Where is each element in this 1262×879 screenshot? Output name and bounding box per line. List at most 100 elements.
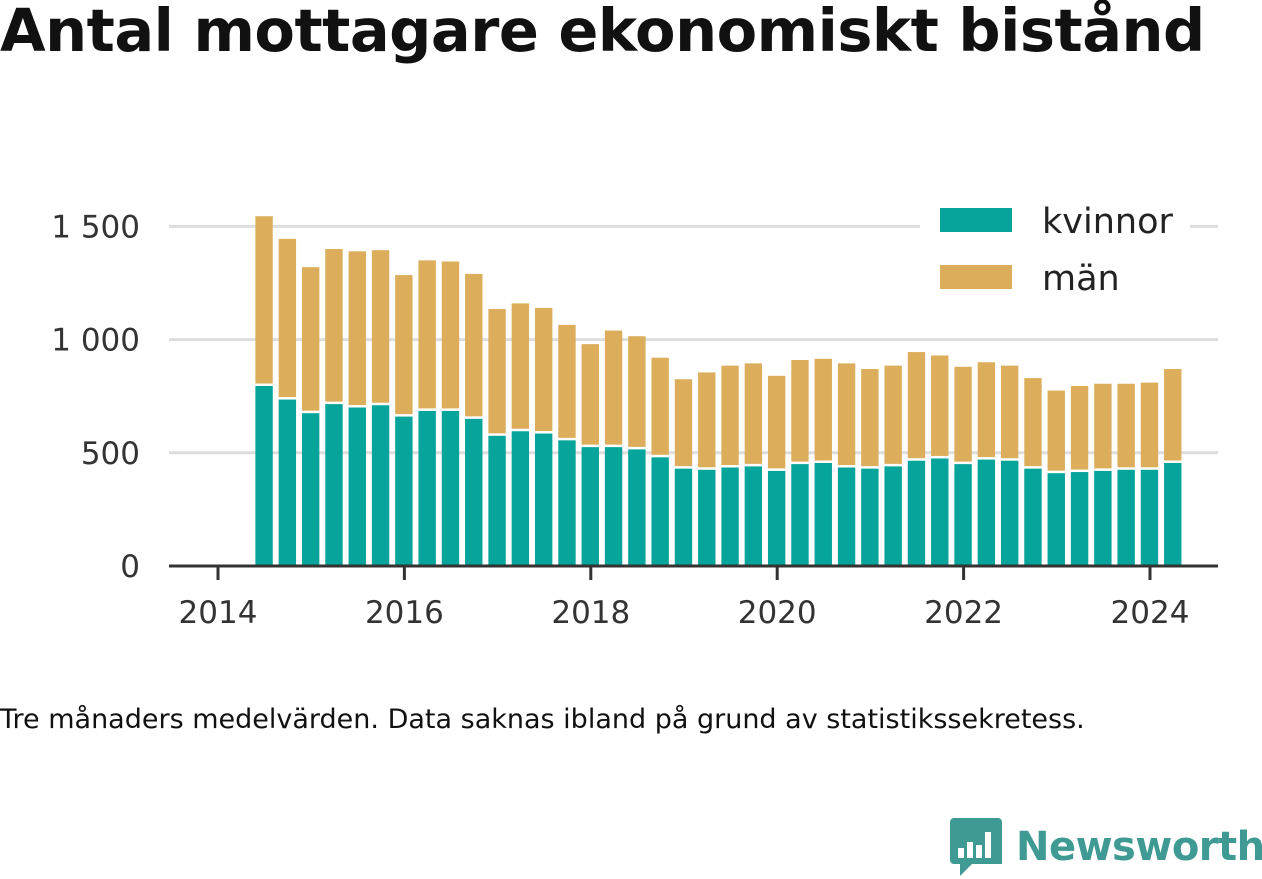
- y-tick-label: 500: [81, 436, 140, 472]
- bar-man: [837, 363, 856, 466]
- bar-kvinnor: [488, 435, 506, 566]
- bar-man: [1164, 369, 1182, 461]
- x-tick-label: 2016: [365, 595, 444, 631]
- bar-kvinnor: [1047, 473, 1065, 566]
- bar-man: [744, 363, 763, 464]
- bar-kvinnor: [301, 413, 320, 566]
- bar-kvinnor: [255, 386, 273, 566]
- bar-kvinnor: [558, 440, 576, 566]
- bar-man: [1070, 386, 1089, 470]
- bar-kvinnor: [767, 470, 786, 566]
- brand-name: Newsworthy: [1016, 824, 1262, 870]
- bar-man: [1047, 390, 1065, 471]
- legend-label-kvinnor: kvinnor: [1042, 202, 1173, 242]
- legend-swatch-kvinnor: [940, 208, 1012, 232]
- bar-man: [628, 336, 646, 447]
- y-axis-ticks: 0 500 1 000 1 500: [51, 209, 140, 585]
- bar-man: [1094, 383, 1112, 469]
- bar-man: [814, 358, 832, 461]
- legend-label-man: män: [1042, 259, 1120, 299]
- bar-kvinnor: [1164, 462, 1182, 566]
- bar-man: [465, 273, 483, 417]
- bar-man: [977, 362, 996, 458]
- bar-man: [954, 366, 972, 462]
- bars: [255, 216, 1182, 566]
- bar-man: [604, 330, 623, 445]
- bar-man: [371, 250, 390, 403]
- bar-kvinnor: [628, 449, 646, 566]
- newsworthy-logo: Newsworthy: [950, 818, 1262, 876]
- bar-kvinnor: [465, 418, 483, 566]
- bar-kvinnor: [954, 464, 972, 566]
- bar-man: [441, 261, 460, 409]
- bar-man: [1000, 365, 1019, 459]
- x-tick-label: 2014: [179, 595, 258, 631]
- bar-kvinnor: [814, 462, 832, 566]
- y-tick-label: 1 500: [51, 209, 140, 245]
- bar-kvinnor: [744, 466, 763, 566]
- bar-man: [488, 309, 506, 434]
- bar-kvinnor: [348, 407, 366, 566]
- bar-kvinnor: [395, 416, 413, 566]
- bar-man: [674, 379, 693, 467]
- bar-kvinnor: [418, 410, 436, 566]
- bar-kvinnor: [791, 464, 809, 566]
- bar-kvinnor: [1094, 470, 1112, 566]
- bar-man: [767, 375, 786, 469]
- x-tick-label: 2020: [738, 595, 817, 631]
- bar-man: [1117, 383, 1135, 468]
- bar-kvinnor: [581, 447, 599, 566]
- x-tick-label: 2022: [924, 595, 1003, 631]
- legend-swatch-man: [940, 265, 1012, 289]
- bar-man: [651, 357, 669, 455]
- bar-man: [1024, 378, 1042, 467]
- x-axis-ticks: 2014 2016 2018 2020 2022 2024: [179, 566, 1190, 631]
- chart-title: Antal mottagare ekonomiskt bistånd: [0, 0, 1205, 65]
- bar-kvinnor: [325, 404, 343, 566]
- bar-kvinnor: [604, 447, 623, 566]
- bar-kvinnor: [1070, 472, 1089, 566]
- bar-kvinnor: [884, 466, 902, 566]
- bar-kvinnor: [931, 458, 949, 566]
- bar-kvinnor: [371, 405, 390, 566]
- bar-man: [534, 307, 553, 432]
- bar-man: [931, 355, 949, 456]
- bar-man: [791, 359, 809, 462]
- bar-kvinnor: [441, 410, 460, 566]
- bar-man: [348, 251, 366, 406]
- bar-man: [884, 365, 902, 464]
- bar-kvinnor: [861, 468, 879, 566]
- bar-man: [418, 260, 436, 409]
- bar-kvinnor: [721, 467, 739, 566]
- bar-kvinnor: [1140, 469, 1159, 566]
- bar-kvinnor: [278, 399, 297, 566]
- bar-kvinnor: [837, 467, 856, 566]
- x-tick-label: 2018: [551, 595, 630, 631]
- x-tick-label: 2024: [1111, 595, 1190, 631]
- bar-kvinnor: [534, 433, 553, 566]
- bar-kvinnor: [1024, 468, 1042, 566]
- footnote: Tre månaders medelvärden. Data saknas ib…: [0, 704, 1085, 735]
- bar-man: [301, 267, 320, 411]
- bar-man: [278, 238, 297, 398]
- bar-man: [395, 275, 413, 415]
- bar-man: [721, 365, 739, 466]
- bar-kvinnor: [977, 459, 996, 566]
- bar-kvinnor: [907, 460, 926, 566]
- bar-man: [1140, 382, 1159, 468]
- bar-kvinnor: [1000, 460, 1019, 566]
- bar-kvinnor: [674, 468, 693, 566]
- bar-kvinnor: [511, 431, 530, 566]
- bar-man: [255, 216, 273, 384]
- y-tick-label: 1 000: [51, 323, 140, 359]
- y-tick-label: 0: [120, 549, 140, 585]
- bar-man: [325, 249, 343, 402]
- bar-man: [907, 352, 926, 459]
- legend: kvinnor män: [920, 192, 1190, 312]
- bar-kvinnor: [1117, 469, 1135, 566]
- bar-man: [511, 303, 530, 429]
- bar-kvinnor: [651, 457, 669, 566]
- bar-chart-badge-icon: [950, 818, 1002, 876]
- bar-man: [581, 344, 599, 445]
